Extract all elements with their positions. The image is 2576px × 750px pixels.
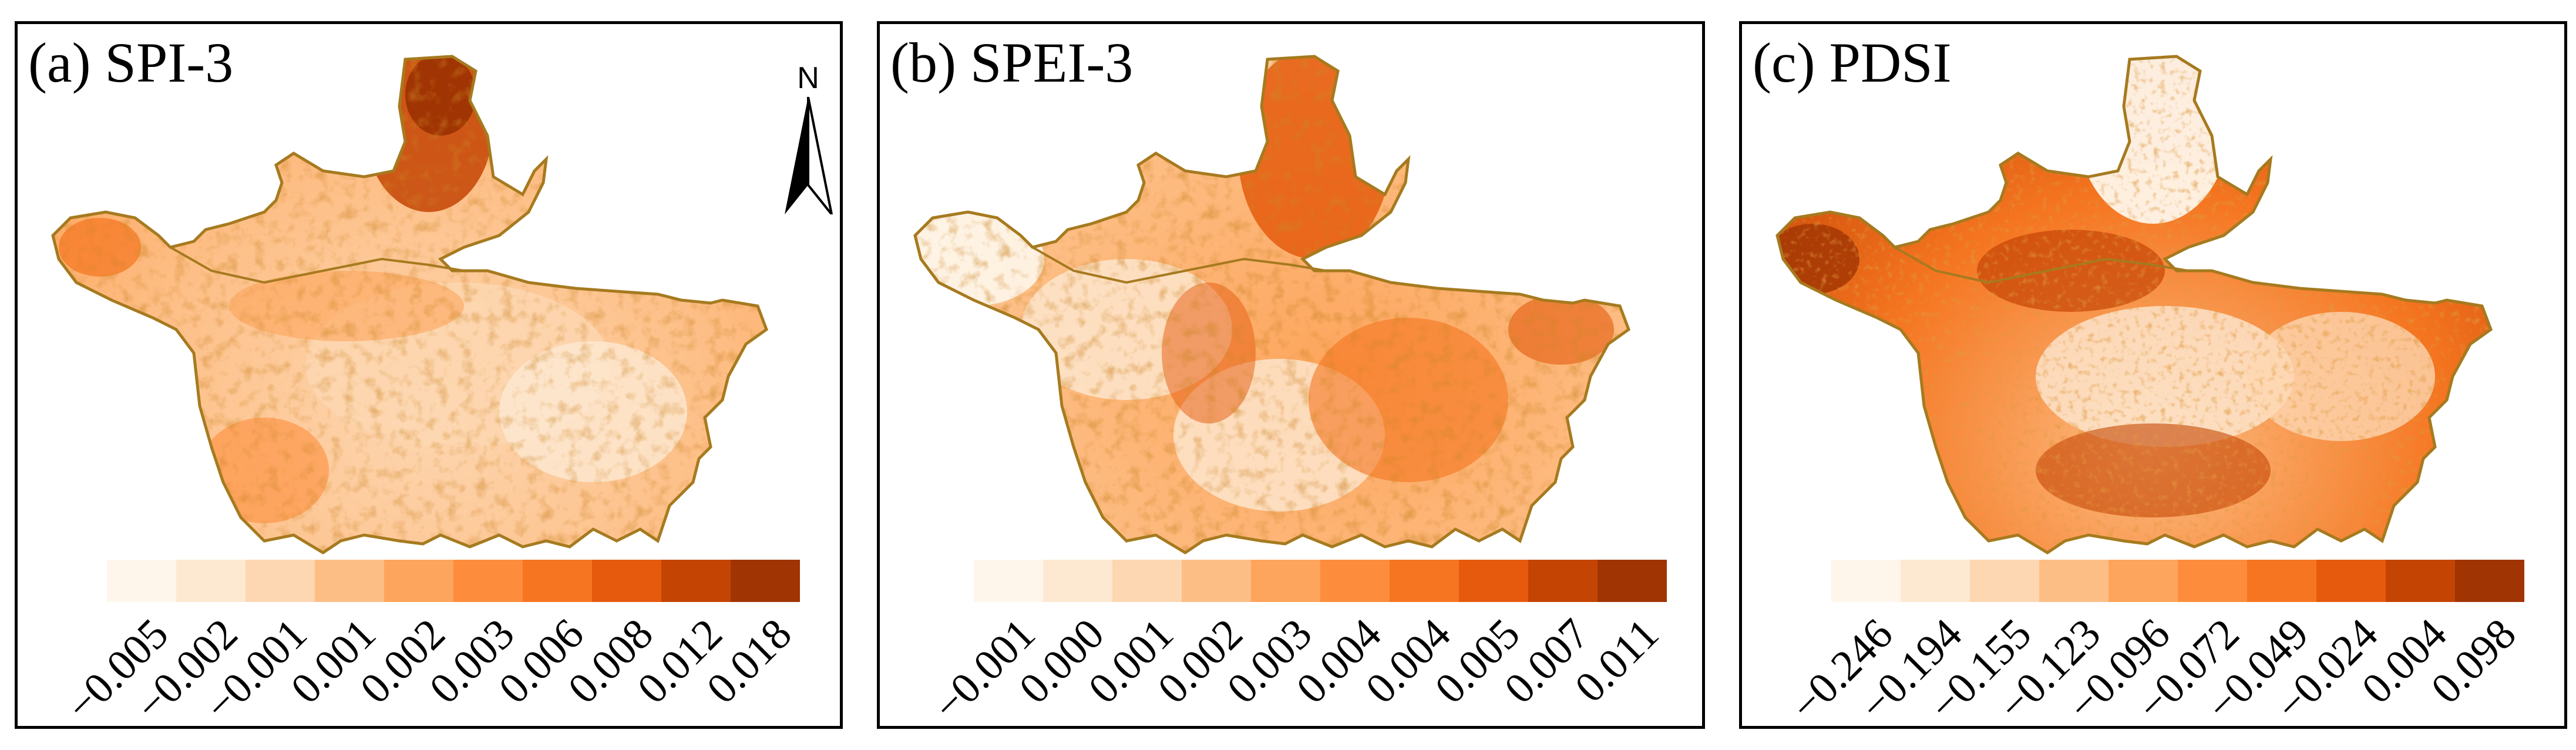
legend-a-swatch-7 [592,560,661,602]
legend-c-swatch-1 [1901,560,1970,602]
panel-c-title: (c) PDSI [1753,31,1952,94]
legend-b-swatch-2 [1112,560,1182,602]
legend-b-swatch-7 [1459,560,1528,602]
legend-a-swatch-4 [384,560,453,602]
north-arrow: N [780,60,836,214]
legend-a-swatch-8 [661,560,731,602]
legend-b-swatch-5 [1320,560,1390,602]
map-c [1742,24,2564,726]
legend-a-swatch-3 [315,560,384,602]
map-a [18,24,840,726]
legend-a-swatch-0 [107,560,176,602]
legend-b-swatch-0 [974,560,1043,602]
legend-b-swatch-9 [1598,560,1667,602]
panel-b: (b) SPEI-3 −0.001 0.000 0.001 0.002 0.003 0.0… [877,21,1705,729]
legend-c-swatch-9 [2455,560,2524,602]
panel-a-title: (a) SPI-3 [28,31,234,94]
north-arrow-icon [785,97,833,214]
panel-b-title: (b) SPEI-3 [890,31,1134,94]
panel-a: (a) SPI-3 N −0.005 −0.002 −0.001 0.001 0.002… [15,21,843,729]
legend-a-swatch-9 [731,560,800,602]
legend-c-swatch-3 [2039,560,2108,602]
legend-c-swatch-2 [1970,560,2039,602]
legend-c-swatch-4 [2108,560,2178,602]
legend-a-swatch-1 [176,560,246,602]
legend-a-swatch-2 [246,560,315,602]
legend-a-swatch-6 [523,560,592,602]
legend-c-swatch-6 [2247,560,2316,602]
legend-c [1831,560,2524,602]
legend-a-swatch-5 [453,560,523,602]
legend-b-swatch-8 [1528,560,1598,602]
legend-b-swatch-1 [1043,560,1112,602]
legend-a [107,560,800,602]
legend-c-swatch-5 [2178,560,2247,602]
legend-b-swatch-3 [1182,560,1251,602]
legend-b-swatch-4 [1251,560,1320,602]
legend-b [974,560,1667,602]
north-arrow-label: N [797,61,819,95]
panel-c: (c) PDSI −0.246 −0.194 −0.155 −0.123 −0.096−… [1739,21,2567,729]
legend-c-swatch-8 [2386,560,2455,602]
legend-b-swatch-6 [1390,560,1459,602]
legend-c-swatch-7 [2316,560,2386,602]
legend-c-swatch-0 [1831,560,1901,602]
map-b [880,24,1702,726]
